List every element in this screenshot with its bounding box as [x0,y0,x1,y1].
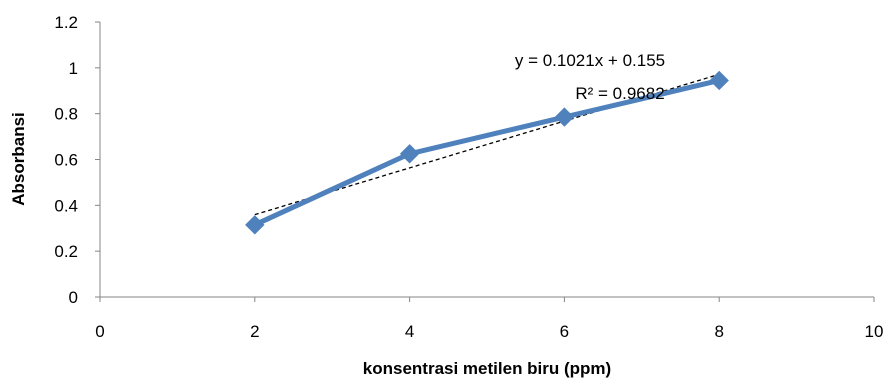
y-tick-label: 0.2 [54,242,78,261]
data-series [245,70,729,235]
y-axis: 0 0.2 0.4 0.6 0.8 1 1.2 [54,13,101,307]
x-ticks: 0 2 4 6 8 10 [95,297,883,341]
x-tick-label: 2 [250,322,259,341]
r-squared-label: R² = 0.9682 [575,84,664,103]
y-tick-label: 0.6 [54,151,78,170]
x-axis-title: konsentrasi metilen biru (ppm) [363,359,611,378]
y-tick-label: 0.8 [54,105,78,124]
y-tick-label: 1 [69,59,78,78]
x-axis: 0 2 4 6 8 10 [95,296,883,341]
y-tick-label: 1.2 [54,13,78,32]
x-tick-label: 0 [95,322,104,341]
x-tick-label: 4 [405,322,414,341]
trendline-equation: y = 0.1021x + 0.155 [515,51,665,70]
series-line [252,77,722,228]
y-tick-label: 0.4 [54,196,78,215]
data-point-marker [245,215,265,235]
data-point-marker [399,144,420,164]
x-tick-label: 6 [560,322,569,341]
x-tick-label: 10 [865,322,884,341]
data-point-marker [554,107,575,127]
y-axis-title: Absorbansi [9,112,28,206]
x-tick-label: 8 [714,322,723,341]
data-point-marker [709,70,729,91]
y-tick-label: 0 [69,288,78,307]
y-ticks: 0 0.2 0.4 0.6 0.8 1 1.2 [54,13,100,307]
